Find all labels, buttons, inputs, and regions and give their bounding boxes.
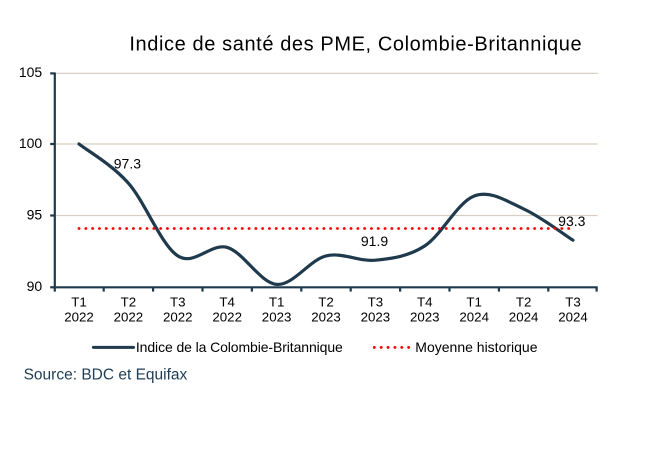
svg-text:100: 100: [19, 135, 43, 151]
svg-text:2023: 2023: [262, 310, 292, 325]
svg-text:91.9: 91.9: [361, 233, 388, 249]
svg-text:2023: 2023: [311, 310, 341, 325]
svg-text:2024: 2024: [509, 310, 539, 325]
svg-text:95: 95: [27, 206, 43, 222]
svg-text:2022: 2022: [114, 310, 144, 325]
svg-text:Moyenne historique: Moyenne historique: [415, 339, 537, 355]
svg-text:105: 105: [19, 64, 43, 80]
svg-text:T2: T2: [318, 295, 334, 310]
svg-text:T1: T1: [71, 295, 87, 310]
svg-text:T1: T1: [466, 295, 482, 310]
svg-text:T4: T4: [417, 295, 433, 310]
svg-text:2024: 2024: [558, 310, 588, 325]
svg-text:90: 90: [27, 278, 43, 294]
svg-text:Source: BDC et Equifax: Source: BDC et Equifax: [24, 366, 188, 383]
svg-text:T2: T2: [121, 295, 137, 310]
svg-text:Indice de la Colombie-Britanni: Indice de la Colombie-Britannique: [136, 339, 343, 355]
svg-text:T3: T3: [565, 295, 581, 310]
svg-text:2022: 2022: [163, 310, 193, 325]
svg-text:T1: T1: [269, 295, 285, 310]
svg-text:T3: T3: [170, 295, 186, 310]
svg-text:T3: T3: [368, 295, 384, 310]
svg-text:2023: 2023: [410, 310, 440, 325]
svg-text:93.3: 93.3: [558, 213, 585, 229]
svg-text:Indice de santé des PME, Colom: Indice de santé des PME, Colombie-Britan…: [129, 34, 582, 56]
svg-text:T2: T2: [516, 295, 532, 310]
svg-text:2022: 2022: [212, 310, 242, 325]
svg-text:2023: 2023: [361, 310, 391, 325]
svg-text:2024: 2024: [459, 310, 489, 325]
svg-text:97.3: 97.3: [114, 156, 141, 172]
svg-text:T4: T4: [219, 295, 235, 310]
svg-text:2022: 2022: [64, 310, 94, 325]
